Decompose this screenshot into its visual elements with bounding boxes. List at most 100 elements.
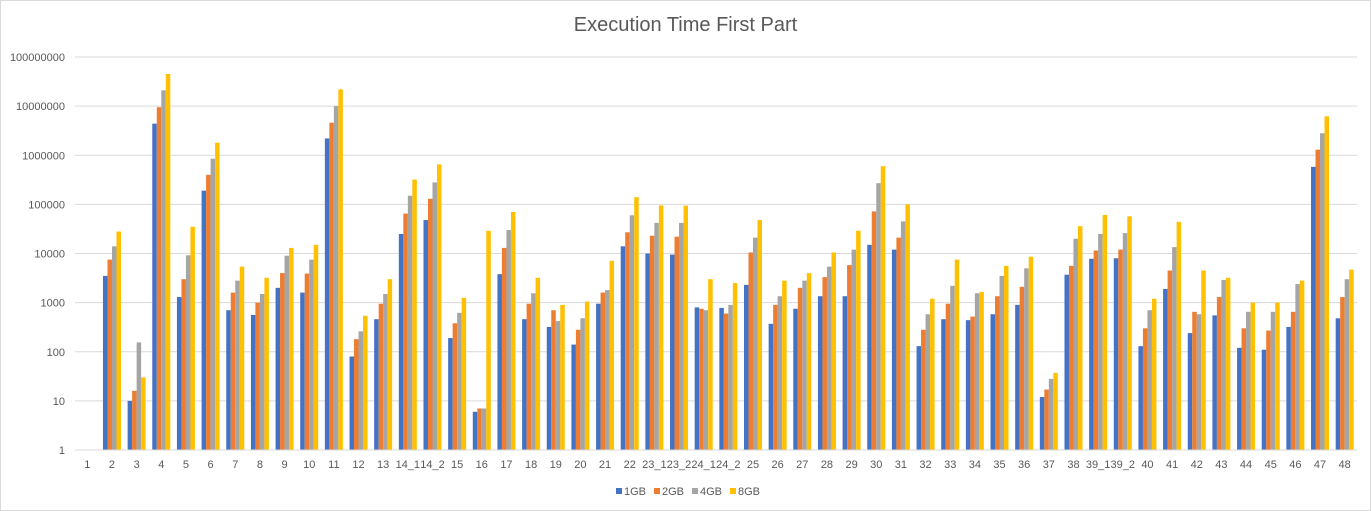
bar-1GB-31 [891,249,897,450]
bar-1GB-14_1 [398,233,404,450]
bar-1GB-6 [201,190,207,451]
bar-8GB-22 [634,197,639,450]
bar-8GB-16 [486,230,491,450]
x-tick-label: 18 [525,459,537,471]
bar-2GB-32 [921,329,926,450]
x-tick-label: 14_2 [420,459,444,471]
x-tick-label: 9 [281,459,287,471]
x-tick-label: 44 [1240,459,1252,471]
bar-2GB-34 [970,316,975,450]
x-tick-label: 35 [993,459,1005,471]
bar-8GB-27 [806,273,812,450]
bar-4GB-40 [1147,310,1152,450]
bar-1GB-40 [1138,346,1143,450]
x-tick-label: 19 [550,459,562,471]
bar-2GB-21 [600,292,606,450]
y-tick-label: 10 [53,396,65,408]
bar-1GB-24_2 [719,307,724,450]
bar-2GB-23_2 [674,236,680,450]
x-tick-label: 34 [969,459,981,471]
bar-8GB-15 [461,297,467,450]
bar-4GB-11 [333,106,339,450]
bar-2GB-40 [1142,328,1148,450]
x-tick-label: 38 [1067,459,1079,471]
bar-8GB-31 [905,204,910,450]
bar-2GB-26 [773,304,778,450]
bar-4GB-6 [210,158,216,451]
y-tick-label: 10000000 [16,101,65,113]
bar-4GB-4 [161,90,166,451]
bar-2GB-27 [797,287,803,450]
gridlines [75,56,1357,402]
bar-4GB-42 [1196,314,1202,450]
bar-2GB-10 [304,273,310,450]
x-tick-label: 3 [134,459,140,471]
bar-1GB-39_1 [1089,258,1094,450]
x-tick-label: 41 [1166,459,1178,471]
bar-8GB-10 [313,244,319,450]
bar-4GB-24_1 [703,310,709,450]
chart-title: Execution Time First Part [573,14,798,36]
y-tick-label: 10000 [34,249,65,261]
bar-8GB-28 [831,252,836,450]
x-axis-ticks: 1 2 3 4 5 6 7 8 9 10 11 12 13 14_1 14_2 15 16 17 18 19 20 21 2… [84,459,1351,471]
bar-1GB-35 [990,314,996,450]
bar-8GB-25 [757,220,762,450]
bar-2GB-15 [452,323,458,450]
bar-1GB-46 [1286,326,1291,450]
legend-label-4GB: 4GB [700,486,722,498]
bar-1GB-25 [743,284,749,450]
legend-swatch-4GB [692,488,698,494]
bar-8GB-19 [560,304,565,450]
x-tick-label: 26 [772,459,784,471]
bar-1GB-7 [226,310,231,450]
bar-8GB-3 [141,377,146,450]
x-tick-label: 24_2 [716,459,740,471]
x-tick-label: 39_2 [1111,459,1135,471]
x-tick-label: 16 [476,459,488,471]
x-tick-label: 2 [109,459,115,471]
bar-2GB-33 [945,303,951,450]
x-tick-label: 20 [574,459,586,471]
bar-2GB-31 [896,237,901,450]
x-tick-label: 21 [599,459,611,471]
bar-1GB-23_2 [670,254,675,450]
bar-2GB-48 [1340,297,1345,450]
bar-8GB-44 [1250,302,1256,450]
bar-2GB-2 [107,259,112,450]
bar-4GB-18 [531,293,536,450]
bar-1GB-11 [324,138,330,451]
bar-2GB-13 [378,303,384,450]
x-tick-label: 48 [1339,459,1351,471]
bar-2GB-5 [181,279,186,450]
bar-4GB-26 [777,296,783,450]
bar-2GB-19 [551,310,556,450]
bar-4GB-27 [802,280,807,450]
bar-8GB-24_1 [708,279,713,450]
bar-8GB-40 [1151,298,1157,450]
bar-1GB-21 [596,303,601,450]
x-tick-label: 36 [1018,459,1030,471]
bar-4GB-48 [1344,279,1350,450]
bar-4GB-25 [752,237,758,450]
bar-4GB-16 [481,408,487,450]
x-tick-label: 32 [919,459,931,471]
x-tick-label: 13 [377,459,389,471]
bar-2GB-11 [329,122,334,451]
bar-4GB-31 [900,221,906,450]
bar-1GB-22 [620,246,626,450]
bar-4GB-35 [999,275,1005,450]
bar-1GB-14_2 [423,220,428,450]
bar-4GB-15 [457,312,462,450]
x-tick-label: 28 [821,459,833,471]
bar-8GB-30 [880,166,886,450]
bar-4GB-22 [629,215,635,450]
bar-1GB-45 [1261,349,1267,450]
bar-1GB-28 [817,296,823,450]
x-tick-label: 40 [1141,459,1153,471]
x-tick-label: 15 [451,459,463,471]
bar-4GB-10 [309,259,314,450]
bar-8GB-12 [363,315,368,450]
